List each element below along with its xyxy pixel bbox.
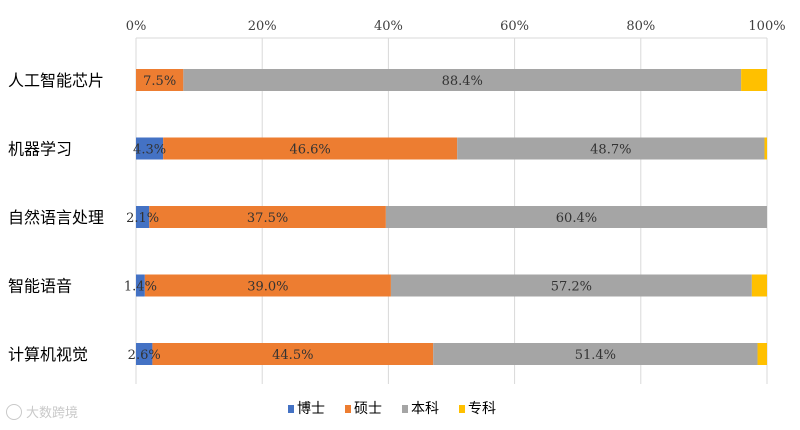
- legend-swatch: [288, 405, 294, 413]
- category-label: 计算机视觉: [8, 345, 88, 364]
- category-label: 智能语音: [8, 277, 72, 296]
- bar-segment: [751, 274, 767, 297]
- bar-segment: [136, 274, 145, 297]
- bar-segment: [183, 69, 742, 91]
- bar-segment: [433, 343, 758, 365]
- data-label: 2.1%: [126, 211, 159, 226]
- bar-segment: [136, 343, 153, 365]
- category-label: 自然语言处理: [8, 208, 104, 227]
- data-label: 60.4%: [556, 211, 597, 226]
- bar-segment: [457, 137, 765, 160]
- x-tick-label: 100%: [748, 19, 785, 34]
- data-label: 88.4%: [442, 74, 483, 89]
- data-label: 57.2%: [551, 280, 592, 295]
- category-label: 人工智能芯片: [8, 71, 104, 90]
- x-tick-label: 80%: [626, 19, 655, 34]
- bar-segment: [152, 343, 434, 365]
- legend-swatch: [345, 405, 351, 413]
- watermark-text: 大数跨境: [26, 406, 79, 421]
- bar-segment: [390, 274, 752, 297]
- bar-segment: [149, 206, 386, 228]
- data-label: 7.5%: [143, 74, 176, 89]
- data-label: 1.4%: [124, 280, 157, 295]
- data-label: 39.0%: [247, 280, 288, 295]
- legend-label: 博士: [297, 400, 325, 417]
- data-label: 37.5%: [247, 211, 288, 226]
- data-label: 44.5%: [272, 348, 313, 363]
- watermark-logo-icon: [6, 403, 22, 420]
- x-tick-label: 40%: [374, 19, 403, 34]
- bar-segment: [136, 137, 164, 160]
- bar-segment: [163, 137, 458, 160]
- data-label: 51.4%: [575, 348, 616, 363]
- data-label: 4.3%: [133, 143, 166, 158]
- legend-label: 硕士: [354, 401, 382, 417]
- bar-segment: [741, 69, 767, 91]
- bar-segment: [757, 343, 767, 365]
- x-tick-label: 20%: [248, 19, 277, 34]
- data-label: 46.6%: [289, 143, 330, 158]
- legend-label: 本科: [411, 401, 439, 417]
- data-label: 2.6%: [128, 348, 161, 363]
- legend-swatch: [459, 405, 465, 413]
- bar-segment: [136, 206, 150, 228]
- bar-segment: [144, 274, 391, 297]
- bar-segment: [385, 206, 767, 228]
- x-tick-label: 0%: [126, 19, 147, 34]
- watermark: 大数跨境: [6, 402, 78, 421]
- legend-swatch: [402, 405, 408, 413]
- legend-label: 专科: [468, 401, 496, 417]
- category-label: 机器学习: [8, 140, 72, 159]
- bar-segment: [136, 69, 184, 91]
- data-label: 48.7%: [590, 143, 631, 158]
- bar-segment: [764, 137, 767, 160]
- x-tick-label: 60%: [500, 19, 529, 34]
